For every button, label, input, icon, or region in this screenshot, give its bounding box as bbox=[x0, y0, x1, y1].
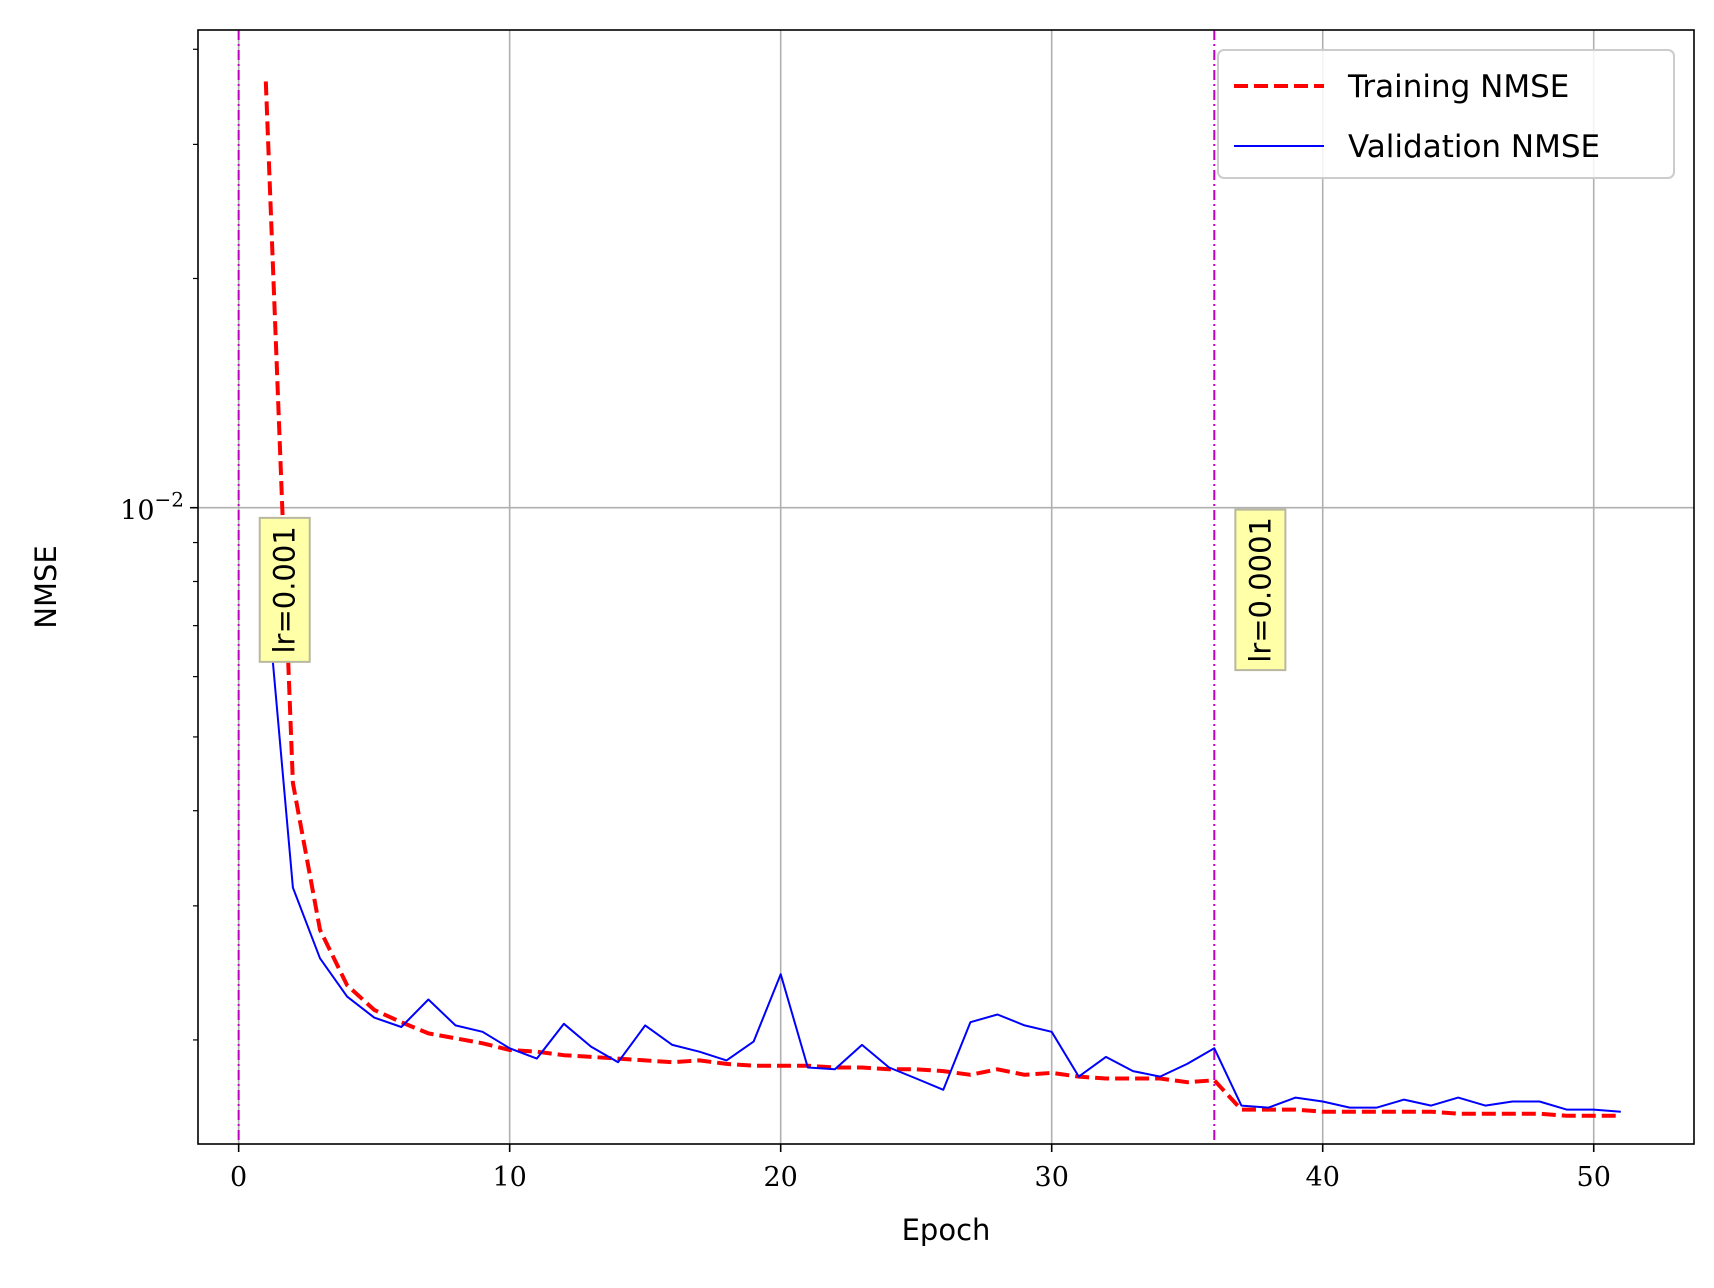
legend-label: Validation NMSE bbox=[1348, 129, 1600, 165]
grid bbox=[198, 30, 1694, 1144]
y-axis-label: NMSE bbox=[29, 545, 63, 628]
x-tick-label: 30 bbox=[1035, 1162, 1069, 1193]
training-nmse-line bbox=[263, 81, 1621, 1118]
reference-lines bbox=[237, 30, 1216, 1144]
lr-annotation: lr=0.001 bbox=[258, 516, 311, 663]
series bbox=[263, 81, 1621, 1118]
lr-annotation-label: lr=0.001 bbox=[268, 526, 302, 653]
x-tick-label: 20 bbox=[764, 1162, 798, 1193]
lr-annotation-box bbox=[1234, 508, 1287, 672]
legend: Training NMSE Validation NMSE bbox=[1217, 49, 1675, 179]
legend-box bbox=[1217, 49, 1675, 179]
y-tick-label: 10−2 bbox=[120, 488, 184, 527]
lr-annotation-label: lr=0.0001 bbox=[1243, 517, 1277, 663]
x-axis-label: Epoch bbox=[902, 1213, 991, 1247]
annotations: lr=0.001 lr=0.0001 bbox=[258, 508, 1287, 672]
lr-annotation: lr=0.0001 bbox=[1234, 508, 1287, 672]
ticks: 0 10 20 30 40 50 10−2 bbox=[120, 488, 1611, 1193]
x-tick-label: 40 bbox=[1306, 1162, 1340, 1193]
plot-frame bbox=[197, 29, 1695, 1145]
x-tick-label: 10 bbox=[492, 1162, 526, 1193]
validation-nmse-line bbox=[264, 582, 1621, 1113]
lr-annotation-box bbox=[258, 516, 311, 663]
x-tick-label: 50 bbox=[1577, 1162, 1611, 1193]
legend-label: Training NMSE bbox=[1347, 69, 1569, 105]
minor-ticks bbox=[193, 48, 198, 1041]
x-tick-label: 0 bbox=[230, 1162, 247, 1193]
